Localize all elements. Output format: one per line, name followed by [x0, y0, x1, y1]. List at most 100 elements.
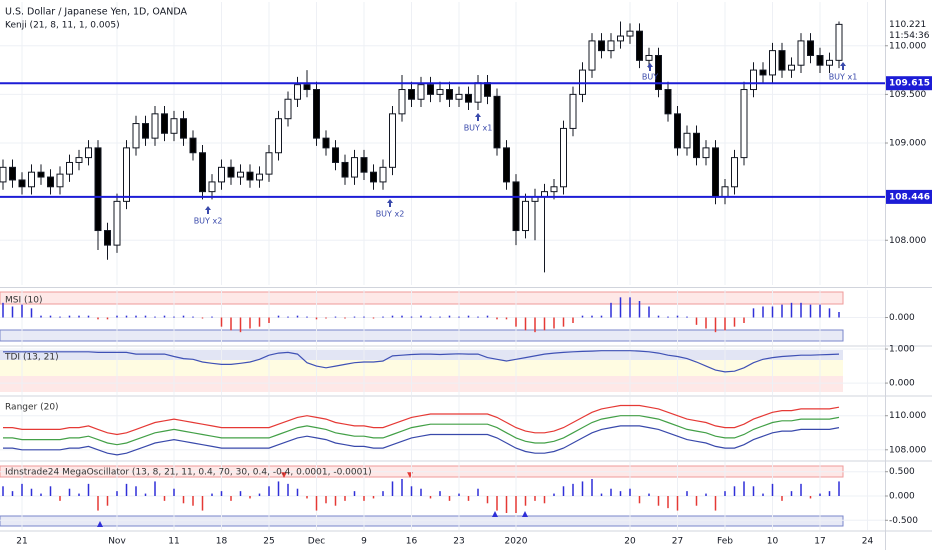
candle-body	[351, 157, 358, 178]
signal-up	[522, 511, 528, 517]
histogram-bar	[629, 297, 631, 318]
signal-up	[97, 521, 103, 527]
tdi-lower-band	[0, 376, 843, 392]
candle-body	[750, 69, 757, 91]
histogram-bar	[410, 316, 413, 318]
candle-body	[237, 171, 244, 178]
histogram-bar	[173, 316, 175, 318]
candle-body	[693, 132, 700, 159]
histogram-bar	[429, 496, 432, 499]
chart-subtitle: Kenji (21, 8, 11, 1, 0.005)	[5, 21, 120, 31]
candle-body	[712, 147, 719, 198]
histogram-bar	[287, 316, 289, 318]
candle-body	[246, 171, 254, 181]
histogram-bar	[40, 493, 42, 496]
buy-arrow	[475, 113, 481, 121]
histogram-bar	[667, 496, 669, 509]
histogram-bar	[49, 486, 52, 496]
candle-body	[37, 171, 45, 178]
candle-body	[408, 89, 415, 100]
x-tick-label: 18	[216, 537, 228, 547]
candle-body	[522, 200, 529, 232]
candle-body	[778, 50, 786, 71]
y-tick-label: 109.000	[889, 139, 926, 149]
histogram-bar	[486, 496, 489, 504]
candle-body	[256, 173, 263, 181]
candle-body	[66, 161, 73, 175]
histogram-bar	[714, 496, 717, 511]
histogram-bar	[467, 315, 470, 318]
last-price: 110.221	[889, 20, 926, 30]
histogram-bar	[391, 315, 394, 318]
level-tag	[886, 189, 932, 204]
histogram-bar	[401, 479, 403, 496]
histogram-bar	[733, 486, 736, 496]
candle-body	[360, 157, 368, 173]
histogram-bar	[2, 302, 4, 318]
histogram-bar	[192, 316, 194, 318]
signal-down	[281, 472, 287, 478]
histogram-bar	[59, 316, 61, 318]
candle-body	[807, 40, 814, 56]
histogram-bar	[714, 317, 717, 333]
candle-body	[47, 176, 54, 188]
histogram-bar	[657, 496, 660, 506]
histogram-bar	[458, 493, 460, 496]
y-tick-label: -0.500	[889, 516, 918, 526]
histogram-bar	[638, 496, 641, 504]
histogram-bar	[486, 315, 489, 318]
histogram-bar	[334, 316, 337, 318]
candle-body	[550, 186, 558, 193]
candle-body	[645, 54, 653, 61]
histogram-bar	[771, 306, 774, 318]
signal-up	[492, 511, 498, 517]
histogram-bar	[695, 496, 698, 506]
histogram-bar	[258, 317, 261, 327]
histogram-bar	[30, 488, 33, 496]
buy-label: BUY x1	[829, 73, 858, 82]
histogram-bar	[68, 315, 71, 318]
histogram-bar	[211, 493, 213, 496]
histogram-bar	[230, 496, 232, 501]
histogram-bar	[505, 496, 508, 513]
candle-body	[436, 89, 444, 95]
candle-body	[341, 161, 349, 178]
histogram-bar	[809, 304, 812, 318]
candle-body	[227, 166, 235, 178]
y-tick-label: 108.000	[889, 445, 926, 455]
histogram-bar	[724, 317, 726, 331]
histogram-bar	[686, 491, 688, 496]
histogram-bar	[106, 317, 109, 320]
y-tick-label: 0.000	[889, 492, 915, 502]
histogram-bar	[220, 317, 223, 327]
candle-body	[626, 30, 634, 37]
histogram-bar	[448, 496, 451, 501]
histogram-bar	[477, 316, 479, 318]
histogram-bar	[11, 491, 14, 496]
histogram-bar	[420, 315, 422, 318]
candle-body	[674, 113, 681, 149]
x-tick-label: 24	[862, 537, 874, 547]
candle-body	[664, 89, 672, 115]
histogram-bar	[790, 491, 793, 496]
buy-arrow	[840, 62, 846, 70]
pane-title: MSI (10)	[5, 296, 42, 306]
candle-body	[94, 147, 102, 232]
x-tick-label: Nov	[108, 537, 126, 547]
histogram-bar	[78, 493, 80, 496]
histogram-bar	[581, 481, 584, 496]
indicator-line	[3, 404, 840, 436]
candle-body	[455, 93, 463, 100]
candle-body	[835, 23, 843, 61]
histogram-bar	[306, 316, 308, 318]
histogram-bar	[458, 316, 460, 318]
histogram-bar	[97, 317, 99, 320]
candle-body	[313, 89, 320, 139]
pane-title: Ranger (20)	[5, 403, 59, 413]
histogram-bar	[733, 317, 736, 327]
buy-label: BUY x1	[464, 124, 493, 133]
histogram-bar	[572, 317, 574, 323]
histogram-bar	[838, 481, 840, 496]
histogram-bar	[610, 488, 612, 496]
indicator-line	[3, 425, 840, 456]
